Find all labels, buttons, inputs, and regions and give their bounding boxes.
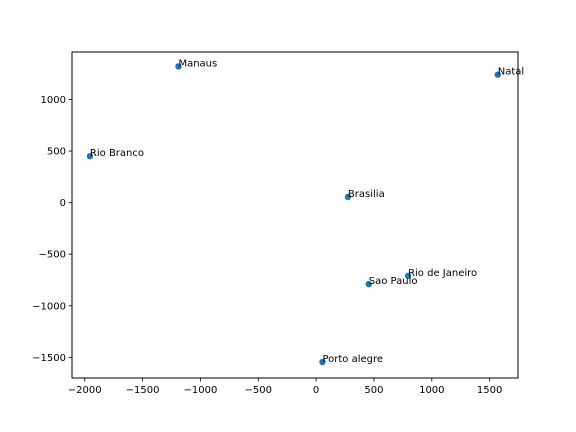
- x-tick-label: 1500: [477, 385, 502, 396]
- plot-frame: [71, 51, 519, 379]
- point-labels: Manaus Natal Rio Branco Brasilia Rio de Jane…: [90, 58, 524, 365]
- x-tick-label: −1000: [184, 385, 218, 396]
- data-point: [494, 71, 501, 78]
- x-tick-label: 0: [313, 385, 319, 396]
- x-tick-label: 500: [364, 385, 383, 396]
- data-point: [344, 193, 352, 201]
- data-point: [175, 63, 182, 70]
- data-point: [404, 272, 412, 280]
- point-label: Manaus: [178, 58, 217, 69]
- axis-ticks: −2000 −1500 −1000 −500 0 500 1000 1500 −1500 −100…: [32, 95, 502, 396]
- point-label: Sao Paulo: [369, 276, 418, 287]
- y-tick-label: −1000: [32, 301, 66, 312]
- x-tick-label: −1500: [126, 385, 160, 396]
- point-label: Rio Branco: [90, 148, 144, 159]
- data-point: [319, 358, 326, 366]
- x-tick-label: 1000: [419, 385, 444, 396]
- y-tick-label: 500: [47, 147, 66, 158]
- data-point: [365, 280, 372, 288]
- data-point: [86, 152, 94, 160]
- point-label: Rio de Janeiro: [408, 268, 477, 279]
- point-label: Brasilia: [348, 189, 385, 200]
- y-tick-label: −500: [39, 250, 66, 261]
- data-points: [86, 63, 501, 366]
- y-tick-label: 0: [60, 198, 66, 209]
- x-tick-label: −2000: [68, 385, 102, 396]
- point-label: Porto alegre: [322, 354, 383, 365]
- x-tick-label: −500: [245, 385, 272, 396]
- y-tick-label: 1000: [41, 95, 66, 106]
- point-label: Natal: [498, 67, 524, 78]
- y-tick-label: −1500: [32, 353, 66, 364]
